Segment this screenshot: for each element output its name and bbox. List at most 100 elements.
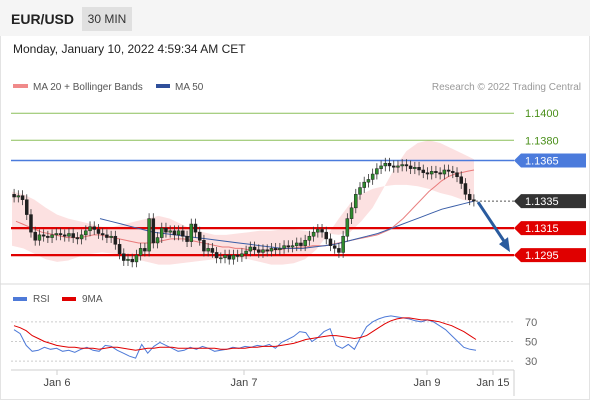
candle-body — [25, 199, 29, 215]
candle-body — [235, 254, 240, 257]
candle — [29, 209, 33, 238]
candle-body — [265, 249, 269, 252]
level-support: 1.1295 — [11, 248, 586, 263]
candle — [391, 160, 396, 173]
candle-body — [130, 258, 134, 263]
time-tick-label: Jan 9 — [414, 377, 441, 389]
candle-body — [400, 164, 404, 167]
candle — [290, 240, 295, 253]
candle — [451, 165, 455, 179]
candle-body — [164, 227, 168, 233]
candle-body — [84, 230, 88, 236]
candle — [164, 222, 168, 238]
candle-body — [92, 226, 97, 230]
candle-body — [451, 171, 455, 173]
candle-body — [159, 227, 164, 238]
candle — [105, 229, 109, 243]
candle-body — [172, 230, 177, 236]
candle-body — [387, 162, 392, 167]
level-label: 1.1380 — [525, 135, 559, 147]
timeframe-button[interactable]: 30 MIN — [82, 7, 132, 31]
candle — [252, 241, 257, 256]
candle-body — [151, 218, 156, 244]
candle-body — [337, 248, 341, 253]
candle — [46, 230, 50, 243]
candle — [362, 176, 366, 193]
candle-body — [396, 165, 400, 168]
candlesticks — [12, 157, 476, 268]
candle-body — [155, 237, 160, 244]
ma50-legend-label: MA 50 — [175, 82, 204, 93]
candle-body — [96, 229, 101, 234]
candle-body — [370, 173, 375, 180]
candle-body — [354, 194, 358, 209]
candle — [58, 228, 63, 241]
candle-body — [332, 245, 337, 249]
candle-body — [286, 245, 291, 248]
candle — [197, 226, 202, 246]
candle-body — [324, 231, 329, 240]
candle — [278, 242, 282, 256]
candle — [206, 242, 210, 257]
candle-body — [219, 257, 223, 260]
candle-body — [269, 248, 274, 252]
candle — [62, 229, 67, 242]
candle-body — [417, 167, 421, 171]
level-target: 1.1380 — [11, 135, 559, 147]
candle-body — [446, 169, 451, 172]
candle-body — [240, 253, 244, 257]
candle — [79, 229, 84, 245]
candle — [88, 221, 92, 237]
candle — [151, 213, 156, 249]
candle-body — [16, 195, 21, 198]
candle — [92, 221, 97, 235]
candle — [341, 230, 345, 258]
candle-body — [33, 231, 37, 241]
ma20-line — [15, 169, 475, 252]
candle-body — [316, 229, 320, 233]
level-label: 1.1295 — [525, 250, 559, 262]
candle — [25, 194, 29, 220]
candle — [248, 241, 253, 257]
instrument-title: EUR/USD — [11, 11, 75, 27]
rsi-tick-label: 30 — [525, 356, 537, 368]
candle-body — [105, 234, 109, 238]
candle-body — [58, 233, 63, 236]
candle-body — [472, 199, 476, 202]
candle — [16, 190, 21, 203]
candle-body — [421, 169, 426, 173]
candle-body — [147, 218, 151, 252]
candle-body — [100, 233, 105, 236]
candle — [472, 194, 476, 207]
candle — [71, 228, 75, 243]
candle — [294, 237, 299, 252]
candle-body — [408, 165, 413, 169]
candle-body — [117, 244, 122, 255]
candle — [181, 225, 185, 242]
candle-body — [202, 240, 206, 252]
level-tag — [514, 248, 586, 263]
candle — [332, 240, 337, 254]
candle-body — [50, 234, 54, 238]
candle-body — [138, 248, 143, 256]
candle — [265, 244, 269, 257]
candle-body — [181, 230, 185, 237]
rsi-line — [13, 315, 477, 359]
level-tag — [514, 153, 586, 168]
rsi-tick-label: 70 — [525, 317, 537, 329]
candle — [113, 230, 118, 250]
candle — [109, 230, 113, 243]
candle — [176, 225, 181, 241]
candle-body — [349, 207, 354, 219]
candle-body — [282, 245, 286, 249]
candle — [75, 232, 80, 245]
candle-body — [79, 234, 84, 240]
research-credit: Research © 2022 Trading Central — [432, 82, 581, 93]
candle-body — [413, 167, 417, 169]
candle-body — [197, 231, 202, 241]
candle-body — [231, 254, 236, 260]
candle — [446, 164, 451, 177]
candle-body — [455, 172, 459, 177]
time-axis-labels: Jan 6 Jan 7 Jan 9 Jan 15 — [44, 370, 510, 389]
